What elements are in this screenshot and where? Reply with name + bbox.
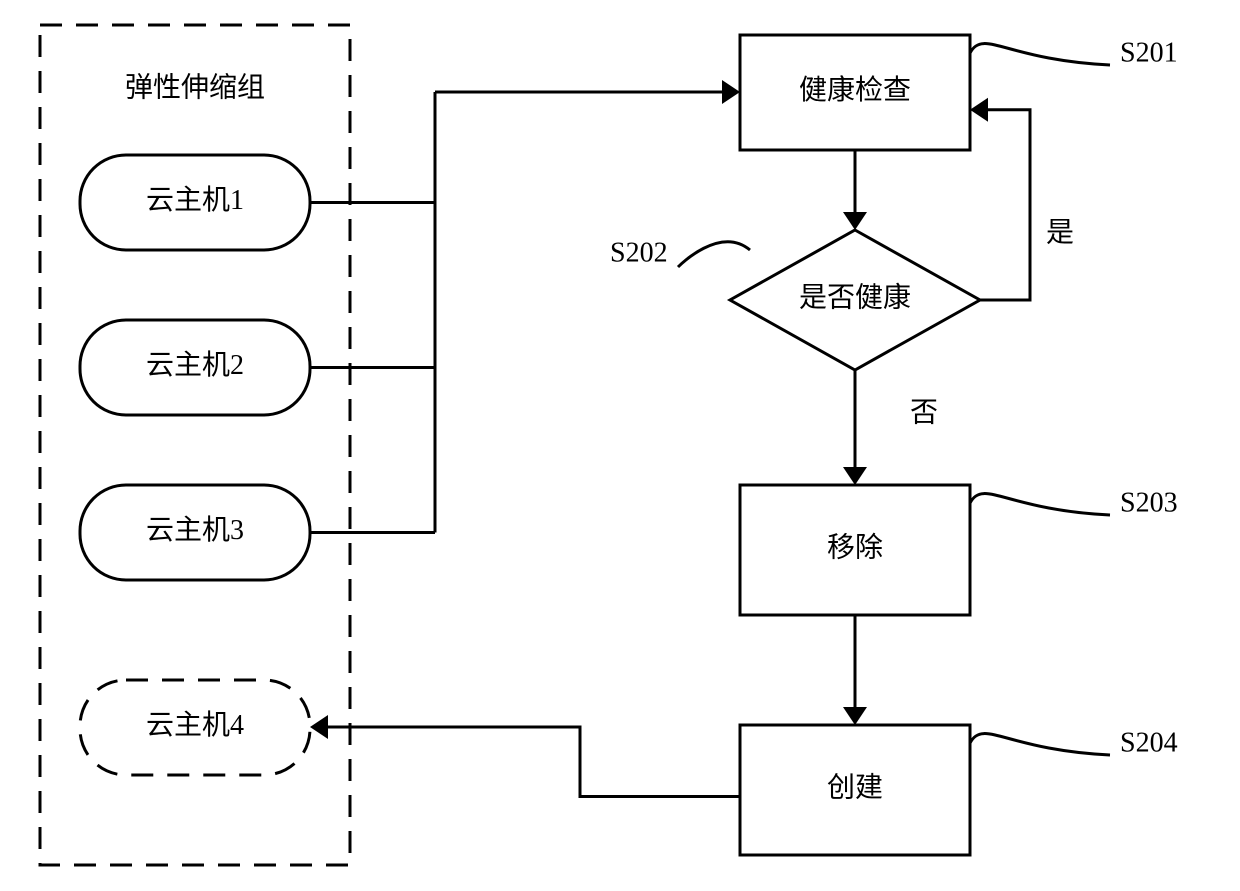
s201-text: 健康检查 — [799, 74, 911, 106]
s204-text: 创建 — [827, 771, 883, 803]
s203-label: S203 — [1120, 487, 1178, 518]
s204-callout — [970, 734, 1110, 755]
scaling-group-title: 弹性伸缩组 — [125, 71, 265, 103]
host3-label: 云主机3 — [146, 514, 244, 546]
host1-label: 云主机1 — [146, 184, 244, 216]
edge-label-yes: 是 — [1046, 217, 1074, 248]
s202-label: S202 — [610, 237, 668, 268]
s202-text: 是否健康 — [799, 281, 911, 313]
host4-label: 云主机4 — [146, 709, 244, 741]
s203-text: 移除 — [827, 531, 883, 563]
edge-label-no: 否 — [910, 397, 938, 428]
s201-label: S201 — [1120, 37, 1178, 68]
edge-decision-yes — [980, 110, 1030, 300]
s201-callout — [970, 44, 1110, 65]
s202-callout — [678, 242, 750, 267]
s203-callout — [970, 494, 1110, 515]
s204-label: S204 — [1120, 727, 1178, 758]
host2-label: 云主机2 — [146, 349, 244, 381]
edge-create-to-host4 — [328, 727, 740, 797]
